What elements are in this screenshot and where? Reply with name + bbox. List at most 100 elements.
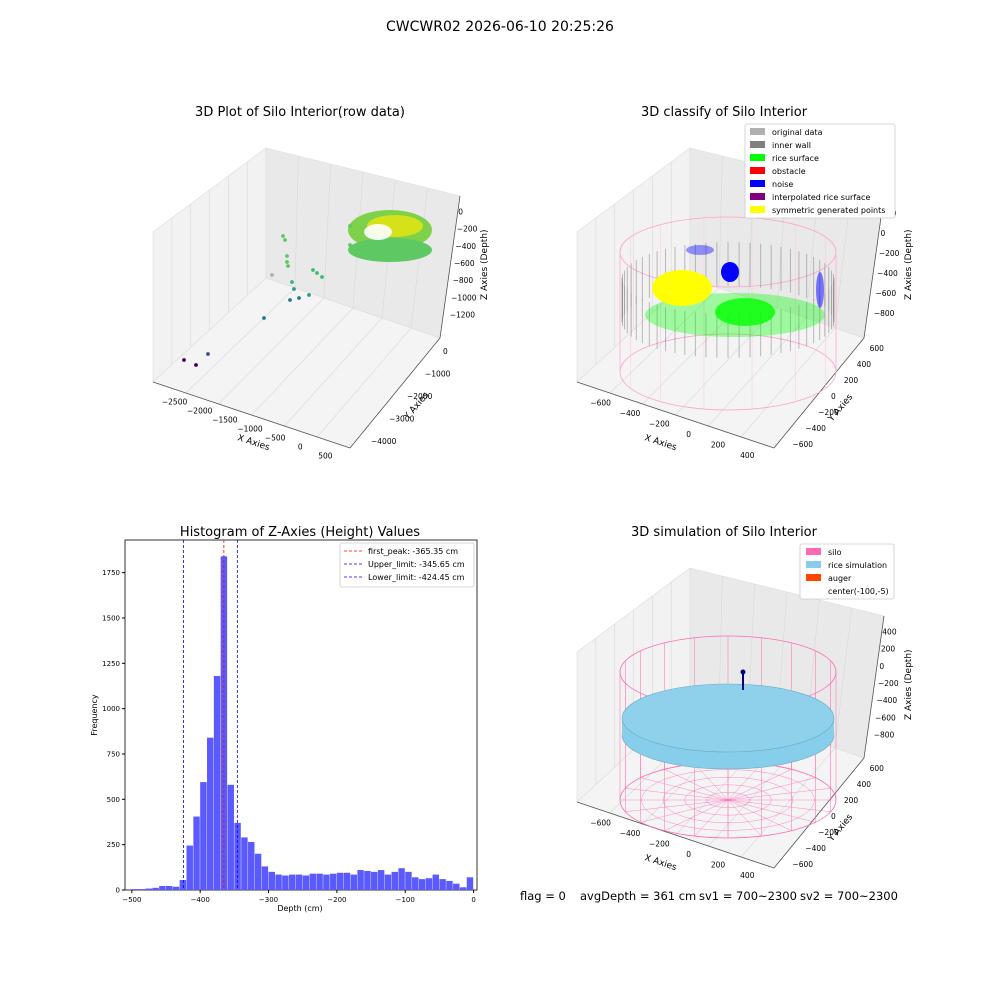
silo-mesh-line — [727, 799, 816, 823]
y-axis-line — [773, 757, 865, 869]
data-point — [285, 260, 289, 264]
z-tick-label: −600 — [876, 289, 897, 298]
silo-mesh-line — [664, 769, 729, 801]
y-tick-label: −600 — [792, 440, 813, 449]
panel-raw-title: 3D Plot of Silo Interior(row data) — [195, 105, 405, 120]
z-tick-label: −200 — [457, 225, 478, 234]
silo-mesh-ring — [706, 792, 750, 808]
histogram-bar — [425, 878, 433, 890]
histogram-bar — [248, 841, 255, 890]
x-tick-label: 500 — [318, 452, 333, 461]
legend-swatch — [750, 193, 765, 200]
y-tick-label: −1000 — [425, 370, 451, 379]
legend-label: center(-100,-5) — [828, 587, 889, 596]
histogram-xlabel: Depth (cm) — [277, 904, 322, 913]
histogram-frame — [124, 539, 478, 891]
x-axis-line — [152, 381, 351, 449]
histogram-bar — [254, 853, 262, 890]
y-tick-label: 600 — [870, 344, 885, 353]
silo-mesh-ring — [684, 784, 772, 816]
grid-line — [675, 307, 778, 416]
histogram-bar — [200, 782, 207, 890]
y-tick-label: 400 — [857, 780, 872, 789]
histogram-bar — [309, 873, 316, 890]
data-point — [307, 293, 311, 297]
histogram-bar — [439, 879, 446, 890]
noise-cluster — [721, 262, 739, 282]
rice-ring-lower — [348, 238, 432, 262]
histogram-bar — [398, 868, 405, 890]
rice-simulation-top — [621, 683, 835, 753]
silo-mesh-line — [727, 769, 792, 801]
histogram-bar — [138, 889, 146, 890]
legend-swatch — [806, 561, 821, 568]
y-tick-label: 0 — [443, 347, 448, 356]
legend-label: noise — [772, 180, 793, 189]
x-tick-label: −2000 — [187, 407, 213, 416]
y-tick-label: 1250 — [102, 660, 120, 668]
footer-avg-depth: avgDepth = 361 cm — [580, 889, 696, 903]
panel-histogram: Histogram of Z-Axies (Height) Values −50… — [90, 525, 478, 913]
histogram-bar — [453, 883, 460, 890]
panel-simulation: 3D simulation of Silo Interior −600−400−… — [576, 525, 914, 880]
histogram-bar — [179, 880, 187, 890]
y-tick-label: 0 — [831, 812, 836, 821]
legend-label: Upper_limit: -345.65 cm — [368, 560, 465, 569]
y-tick-label: −200 — [818, 828, 839, 837]
x-tick-label: 0 — [298, 443, 303, 452]
data-point — [292, 287, 296, 291]
silo-mesh-line — [625, 788, 729, 801]
x-tick-label: −400 — [191, 896, 210, 904]
x-tick-label: −200 — [327, 896, 346, 904]
z-tick-label: −400 — [877, 696, 898, 705]
y-tick-label: 0 — [116, 887, 120, 895]
simulation-legend: silo rice simulation auger center(-100,-5) — [799, 543, 895, 600]
x-tick-label: 400 — [740, 451, 755, 460]
grid-line — [316, 327, 412, 438]
z-tick-label: −200 — [878, 679, 899, 688]
y-tick-label: −4000 — [371, 437, 397, 446]
silo-mesh-line — [664, 799, 729, 831]
silo-mesh-line — [727, 799, 792, 831]
x-tick-label: −500 — [122, 896, 141, 904]
legend-label: Lower_limit: -424.45 cm — [368, 573, 465, 582]
x-tick-label: 0 — [686, 850, 691, 859]
y-tick-label: 1750 — [102, 569, 120, 577]
x-tick-label: −1500 — [212, 416, 238, 425]
silo-mesh-line — [727, 777, 816, 801]
z-tick-label: −400 — [877, 269, 898, 278]
y-tick-label: 200 — [844, 796, 859, 805]
z-tick-label: −800 — [874, 730, 895, 739]
simulation-zlabel: Z Axies (Depth) — [904, 649, 914, 720]
histogram-bar — [364, 870, 371, 890]
classify-zlabel: Z Axies (Depth) — [904, 229, 914, 300]
silo-mesh-line — [640, 777, 729, 801]
histogram-bar — [172, 886, 180, 890]
data-point — [288, 298, 292, 302]
x-tick-label: −200 — [649, 839, 670, 848]
z-tick-label: −600 — [875, 713, 896, 722]
z-tick-label: 0 — [458, 208, 463, 217]
histogram-bar — [268, 871, 275, 890]
y-tick-label: −3000 — [389, 414, 415, 423]
data-point — [286, 264, 290, 268]
grid-line — [740, 747, 836, 858]
x-tick-label: −500 — [265, 434, 286, 443]
histogram-bar — [302, 875, 310, 890]
histogram-bar — [159, 886, 166, 890]
histogram-bar — [418, 879, 426, 890]
histogram-bar — [166, 886, 173, 890]
grid-line — [251, 307, 354, 416]
y-tick-label: −400 — [805, 844, 826, 853]
grid-line — [834, 607, 852, 749]
histogram-bar — [405, 871, 412, 890]
data-point — [270, 273, 274, 277]
x-tick-label: −200 — [649, 419, 670, 428]
figure-title: CWCWR02 2026-06-10 20:25:26 — [386, 19, 614, 35]
y-tick-label: 400 — [857, 360, 872, 369]
x-tick-label: −300 — [259, 896, 278, 904]
noise-cluster — [686, 245, 714, 255]
histogram-bar — [350, 874, 357, 890]
data-point — [283, 238, 287, 242]
rice-surface-dense — [715, 298, 775, 326]
